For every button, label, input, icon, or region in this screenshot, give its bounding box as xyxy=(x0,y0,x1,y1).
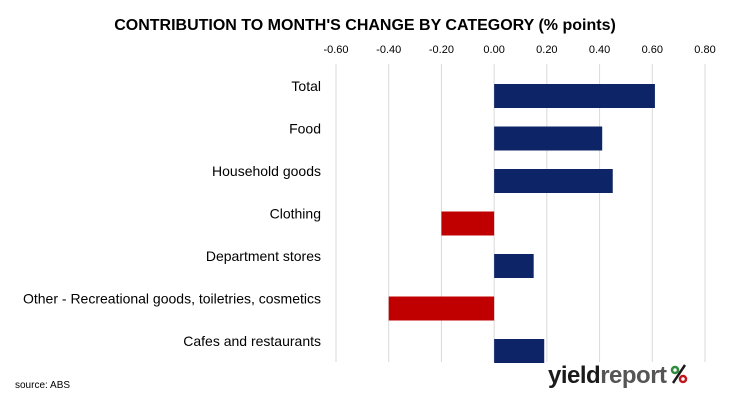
category-label: Other - Recreational goods, toiletries, … xyxy=(23,291,321,307)
x-tick-label: 0.40 xyxy=(589,44,610,56)
percent-icon xyxy=(670,362,688,386)
x-tick-label: -0.20 xyxy=(429,44,454,56)
category-label: Total xyxy=(291,78,321,94)
bar xyxy=(388,296,495,321)
x-tick-label: -0.40 xyxy=(376,44,401,56)
x-axis-ticks: -0.60 -0.40 -0.20 0.00 0.20 0.40 0.60 0.80 xyxy=(323,44,715,56)
yieldreport-logo: yieldreport xyxy=(548,362,688,390)
bar xyxy=(494,339,545,363)
category-label: Household goods xyxy=(212,163,321,179)
bars xyxy=(388,84,655,363)
x-tick-label: -0.60 xyxy=(323,44,348,56)
chart-title: CONTRIBUTION TO MONTH'S CHANGE BY CATEGO… xyxy=(114,17,616,34)
bar xyxy=(494,169,613,193)
category-label: Department stores xyxy=(206,248,321,264)
category-label: Clothing xyxy=(270,206,321,222)
bar xyxy=(494,84,655,108)
category-label: Cafes and restaurants xyxy=(183,333,321,349)
x-tick-label: 0.80 xyxy=(694,44,715,56)
category-labels: Total Food Household goods Clothing Departme… xyxy=(23,78,321,349)
bar xyxy=(494,126,603,151)
x-tick-label: 0.60 xyxy=(642,44,663,56)
x-tick-label: 0.20 xyxy=(536,44,557,56)
bar xyxy=(441,211,495,236)
bar xyxy=(494,254,534,278)
logo-text-report: report xyxy=(600,362,667,389)
logo-text-yield: yield xyxy=(548,362,601,389)
category-label: Food xyxy=(289,121,321,137)
source-note: source: ABS xyxy=(15,380,71,391)
x-tick-label: 0.00 xyxy=(483,44,504,56)
